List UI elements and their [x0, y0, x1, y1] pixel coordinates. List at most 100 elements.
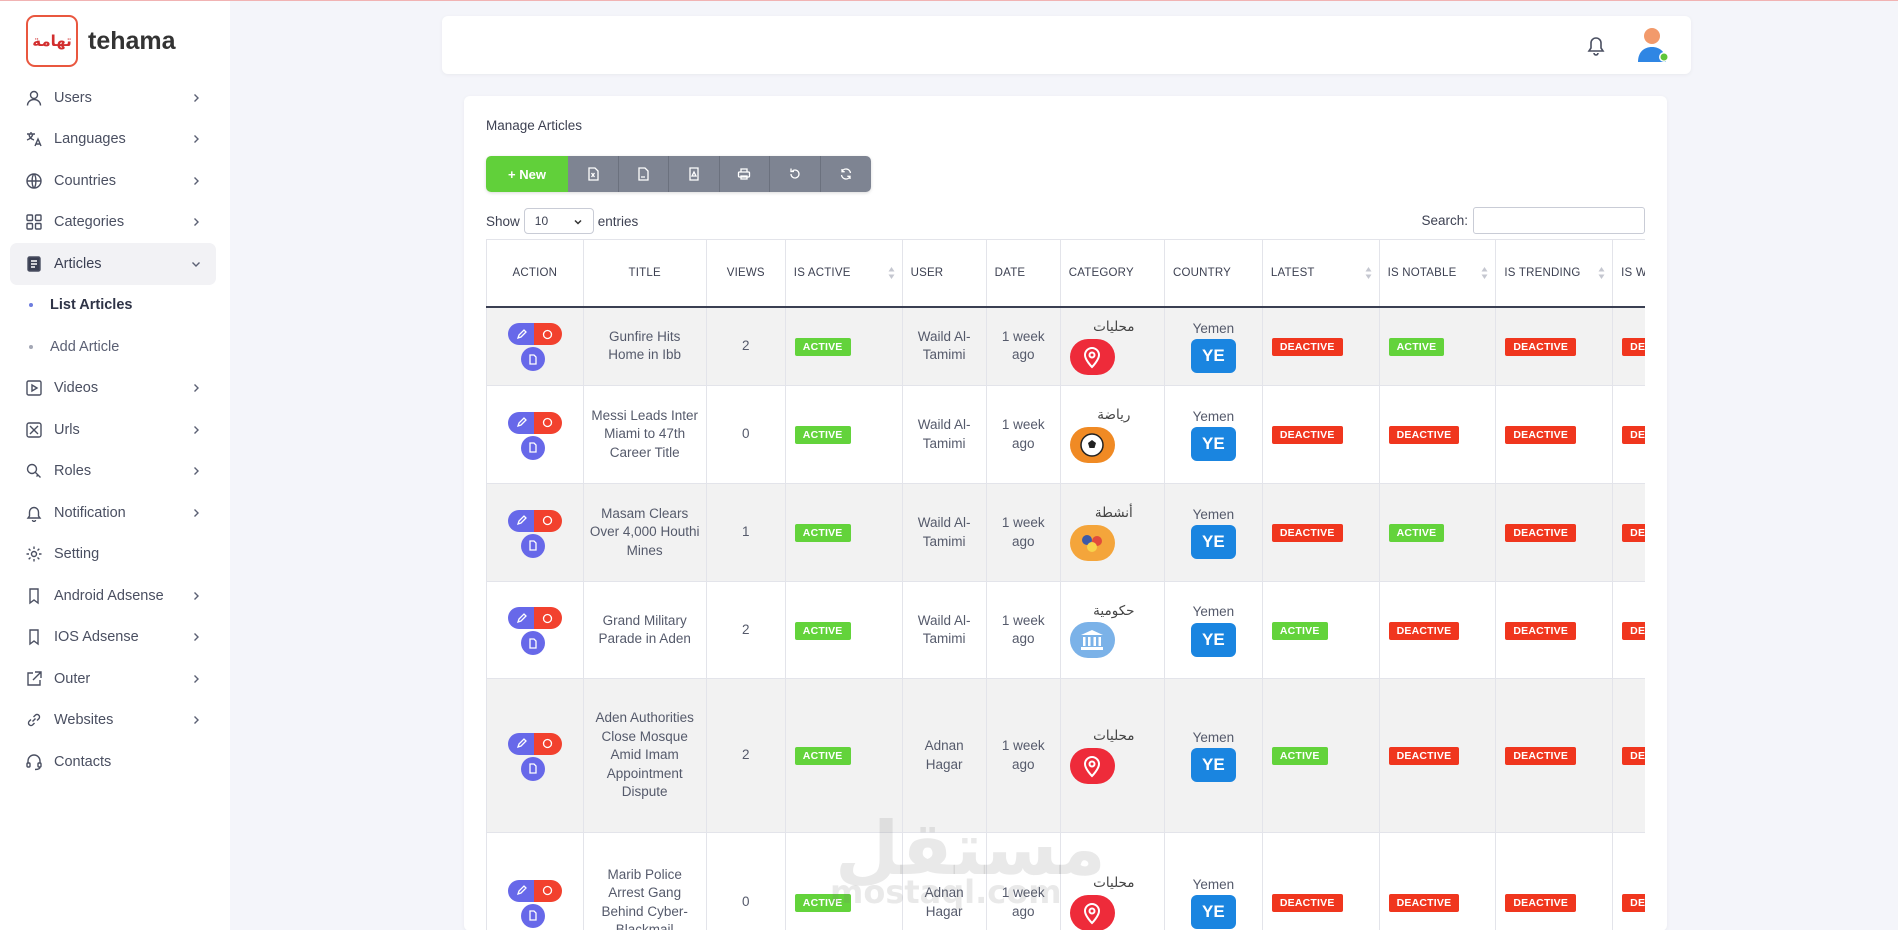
status-badge[interactable]: DEACTIVE: [1271, 426, 1343, 444]
export-csv-button[interactable]: [618, 156, 669, 192]
country-cell: Yemen YE: [1163, 385, 1263, 484]
edit-button[interactable]: [507, 323, 536, 346]
column-header-user[interactable]: User: [901, 239, 987, 308]
print-button[interactable]: [719, 156, 770, 192]
view-button[interactable]: [520, 347, 545, 372]
delete-button[interactable]: [533, 323, 562, 346]
view-button[interactable]: [520, 903, 545, 928]
status-badge[interactable]: DEACTIVE: [1622, 426, 1645, 444]
column-header-latest[interactable]: Latest: [1261, 239, 1380, 308]
status-badge[interactable]: DEACTIVE: [1505, 621, 1577, 640]
delete-button[interactable]: [533, 509, 562, 532]
sidebar-subitem-add-article[interactable]: Add Article: [10, 326, 216, 368]
status-badge[interactable]: ACTIVE: [1271, 747, 1328, 765]
reload-button[interactable]: [820, 156, 871, 192]
sidebar-item-articles[interactable]: Articles: [10, 243, 216, 285]
search-input[interactable]: [1473, 207, 1645, 234]
sidebar-item-videos[interactable]: Videos: [10, 368, 216, 410]
sidebar-item-languages[interactable]: Languages: [10, 119, 216, 161]
sidebar-item-users[interactable]: Users: [10, 77, 216, 119]
notification-bell-icon[interactable]: [1586, 34, 1606, 56]
status-badge[interactable]: ACTIVE: [794, 426, 851, 444]
title-cell[interactable]: Messi Leads Inter Miami to 47th Career T…: [582, 385, 707, 484]
column-header-is-notable[interactable]: Is Notable: [1378, 239, 1497, 308]
entries-select[interactable]: 10: [523, 208, 594, 234]
export-excel-button[interactable]: [568, 156, 619, 192]
title-cell[interactable]: Grand Military Parade in Aden: [582, 581, 707, 679]
sidebar-item-outer[interactable]: Outer: [10, 658, 216, 700]
column-header-category[interactable]: Category: [1059, 239, 1165, 308]
column-header-country[interactable]: Country: [1163, 239, 1263, 308]
status-badge[interactable]: DEACTIVE: [1622, 621, 1645, 640]
view-button[interactable]: [520, 435, 545, 460]
status-badge[interactable]: DEACTIVE: [1388, 621, 1460, 640]
status-badge[interactable]: ACTIVE: [1388, 337, 1445, 356]
status-badge[interactable]: DEACTIVE: [1388, 426, 1460, 444]
sidebar-item-setting[interactable]: Setting: [10, 534, 216, 576]
title-cell[interactable]: Masam Clears Over 4,000 Houthi Mines: [582, 483, 707, 582]
column-header-title[interactable]: Title: [582, 239, 707, 308]
status-badge[interactable]: DEACTIVE: [1622, 747, 1645, 765]
sidebar-item-urls[interactable]: Urls: [10, 409, 216, 451]
status-badge[interactable]: ACTIVE: [1271, 621, 1328, 640]
column-header-views[interactable]: Views: [705, 239, 786, 308]
status-badge[interactable]: ACTIVE: [1388, 524, 1445, 542]
status-badge[interactable]: DEACTIVE: [1271, 894, 1343, 912]
status-badge[interactable]: DEACTIVE: [1388, 894, 1460, 912]
export-pdf-button[interactable]: [669, 156, 720, 192]
delete-button[interactable]: [533, 879, 562, 902]
status-badge[interactable]: DEACTIVE: [1505, 524, 1577, 542]
column-header-is-active[interactable]: Is Active: [784, 239, 903, 308]
user-cell: Waild Al-Tamimi: [901, 385, 987, 484]
sidebar-item-websites[interactable]: Websites: [10, 700, 216, 742]
column-header-is-trending[interactable]: Is Trending: [1495, 239, 1614, 308]
delete-button[interactable]: [533, 732, 562, 755]
sidebar-item-android-adsense[interactable]: Android Adsense: [10, 575, 216, 617]
status-badge[interactable]: DEACTIVE: [1505, 426, 1577, 444]
x-logo-icon: [25, 421, 43, 439]
sidebar-item-countries[interactable]: Countries: [10, 160, 216, 202]
sidebar-item-roles[interactable]: Roles: [10, 451, 216, 493]
status-badge[interactable]: ACTIVE: [794, 747, 851, 765]
delete-button[interactable]: [533, 607, 562, 629]
status-badge[interactable]: DEACTIVE: [1622, 337, 1645, 356]
edit-button[interactable]: [507, 732, 536, 755]
view-button[interactable]: [520, 631, 545, 655]
sidebar-item-contacts[interactable]: Contacts: [10, 741, 216, 783]
title-cell[interactable]: Aden Authorities Close Mosque Amid Imam …: [582, 678, 707, 833]
column-header-date[interactable]: Date: [985, 239, 1061, 308]
sidebar-item-ios-adsense[interactable]: IOS Adsense: [10, 617, 216, 659]
view-button[interactable]: [520, 756, 545, 781]
status-badge[interactable]: DEACTIVE: [1505, 747, 1577, 765]
status-badge[interactable]: ACTIVE: [794, 337, 851, 356]
title-cell[interactable]: Marib Police Arrest Gang Behind Cyber-Bl…: [582, 832, 707, 930]
reset-button[interactable]: [770, 156, 821, 192]
sidebar-item-notification[interactable]: Notification: [10, 492, 216, 534]
delete-button[interactable]: [533, 411, 562, 434]
status-badge[interactable]: DEACTIVE: [1505, 337, 1577, 356]
edit-button[interactable]: [507, 879, 536, 902]
articles-table-wrapper[interactable]: Action Title Views Is Active User Date Categor…: [486, 239, 1645, 930]
edit-button[interactable]: [507, 509, 536, 532]
status-badge[interactable]: DEACTIVE: [1388, 747, 1460, 765]
document-icon: [529, 763, 537, 774]
title-cell[interactable]: Gunfire Hits Home in Ibb: [582, 306, 707, 386]
status-badge[interactable]: DEACTIVE: [1622, 524, 1645, 542]
edit-button[interactable]: [507, 607, 536, 629]
column-header-action[interactable]: Action: [486, 239, 584, 308]
view-button[interactable]: [520, 533, 545, 558]
sidebar-subitem-list-articles[interactable]: List Articles: [10, 285, 216, 327]
sidebar-item-categories[interactable]: Categories: [10, 202, 216, 244]
status-badge[interactable]: ACTIVE: [794, 621, 851, 640]
column-header-is-writin[interactable]: Is Writin: [1612, 239, 1645, 308]
status-badge[interactable]: DEACTIVE: [1271, 337, 1343, 356]
status-badge[interactable]: DEACTIVE: [1622, 894, 1645, 912]
edit-button[interactable]: [507, 411, 536, 434]
new-article-button[interactable]: + New: [486, 156, 568, 192]
status-badge[interactable]: ACTIVE: [794, 524, 851, 542]
status-badge[interactable]: DEACTIVE: [1271, 524, 1343, 542]
user-avatar[interactable]: [1636, 26, 1672, 64]
status-badge[interactable]: ACTIVE: [794, 894, 851, 912]
brand-logo[interactable]: تهامة tehama: [26, 15, 176, 67]
status-badge[interactable]: DEACTIVE: [1505, 894, 1577, 912]
